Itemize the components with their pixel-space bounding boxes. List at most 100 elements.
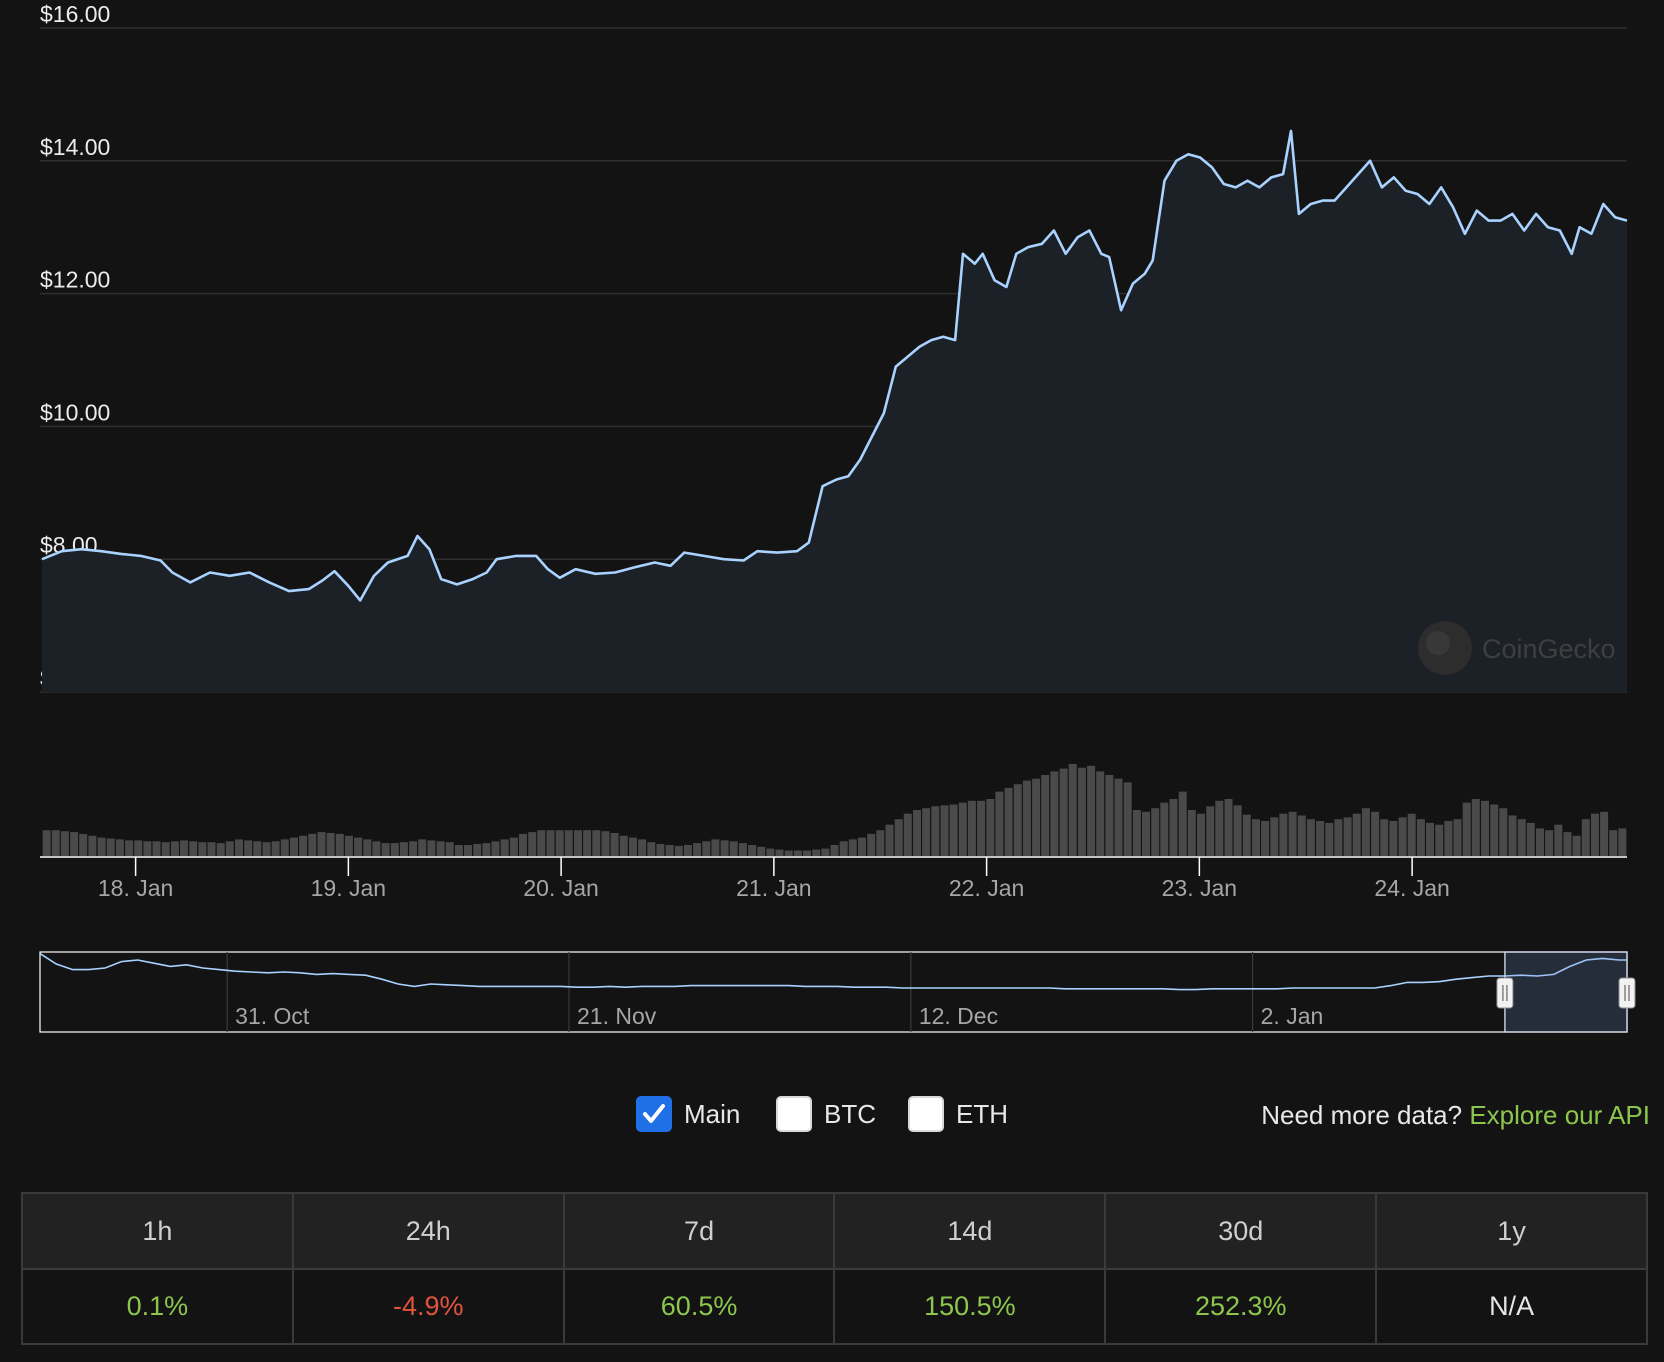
volume-bar	[683, 845, 692, 856]
eth-checkbox-box[interactable]	[908, 1096, 944, 1132]
price-chart[interactable]: $16.00$14.00$12.00$10.00$8.00$6.00 CoinG…	[0, 0, 1664, 1080]
volume-bar	[619, 835, 628, 856]
volume-bar	[1371, 811, 1380, 856]
volume-bar	[88, 835, 97, 856]
explore-api-link[interactable]: Explore our API	[1469, 1100, 1650, 1130]
volume-bar	[1306, 819, 1315, 856]
x-tick-label: 22. Jan	[949, 875, 1024, 901]
volume-bar	[372, 841, 381, 856]
volume-bar	[784, 850, 793, 856]
volume-bar	[1142, 811, 1150, 856]
main-checkbox-box[interactable]	[636, 1096, 672, 1132]
volume-bar	[803, 850, 811, 856]
volume-bar	[1224, 799, 1233, 856]
price-area-fill	[42, 130, 1627, 692]
volume-bar	[1105, 775, 1114, 856]
header-1h: 1h	[21, 1192, 294, 1270]
volume-bar	[1453, 819, 1462, 856]
navigator-window[interactable]	[1504, 951, 1628, 1033]
volume-bar	[436, 841, 445, 856]
volume-bar	[344, 835, 353, 856]
navigator-handle-left[interactable]	[1496, 977, 1514, 1009]
volume-bar	[876, 830, 885, 856]
header-14d: 14d	[833, 1192, 1107, 1270]
volume-bar	[1380, 819, 1389, 856]
y-tick-label: $10.00	[40, 399, 110, 425]
volume-bar	[409, 841, 418, 856]
volume-bar	[161, 842, 170, 856]
volume-bar	[225, 841, 234, 856]
main-checkbox[interactable]: Main	[636, 1096, 740, 1132]
volume-bar	[354, 837, 363, 856]
volume-bar	[326, 833, 335, 856]
volume-bar	[674, 845, 683, 856]
volume-bar	[1334, 819, 1343, 856]
volume-bar	[1490, 804, 1499, 856]
volume-bar	[693, 843, 702, 856]
volume-bar	[1160, 802, 1169, 856]
navigator[interactable]: 31. Oct 21. Nov 12. Dec 2. Jan	[39, 951, 1636, 1033]
volume-bar	[42, 830, 51, 856]
x-tick-label: 24. Jan	[1374, 875, 1449, 901]
volume-bar	[546, 830, 555, 856]
volume-bar	[1096, 771, 1105, 856]
eth-checkbox[interactable]: ETH	[908, 1096, 1008, 1132]
volume-bar	[702, 841, 711, 856]
volume-bar	[115, 839, 124, 856]
volume-bar	[1206, 806, 1215, 856]
volume-bar	[1416, 819, 1425, 856]
volume-bar	[308, 833, 317, 856]
volume-bar	[152, 841, 161, 856]
volume-bar	[537, 830, 546, 856]
eth-checkbox-label: ETH	[956, 1098, 1008, 1129]
volume-bar	[1123, 782, 1132, 856]
volume-bar	[995, 791, 1004, 856]
volume-bar	[894, 819, 903, 856]
volume-bar	[1270, 817, 1279, 856]
volume-bar	[949, 804, 958, 856]
volume-bar	[757, 846, 766, 856]
navigator-handle-right[interactable]	[1618, 977, 1636, 1009]
volume-bar	[967, 800, 976, 856]
volume-bar	[1325, 822, 1334, 856]
header-24h: 24h	[291, 1192, 565, 1270]
volume-bar	[729, 841, 738, 856]
volume-bar	[491, 841, 500, 856]
volume-bar	[170, 841, 179, 856]
volume-bar	[555, 830, 564, 856]
volume-bar	[858, 837, 866, 856]
volume-bar	[1169, 799, 1178, 856]
btc-checkbox[interactable]: BTC	[776, 1096, 876, 1132]
volume-bar	[1215, 800, 1224, 856]
volume-bar	[1471, 799, 1480, 856]
volume-bar	[766, 848, 775, 856]
volume-bar	[216, 843, 225, 856]
volume-bar	[1361, 808, 1370, 856]
volume-bar	[125, 840, 134, 856]
volume-bar	[1572, 835, 1581, 856]
volume-bar	[1343, 817, 1352, 856]
navigator-label: 21. Nov	[577, 1003, 657, 1029]
value-14d: 150.5%	[833, 1268, 1107, 1345]
volume-bar	[977, 800, 986, 856]
volume-bar	[418, 839, 427, 856]
volume-bar	[528, 832, 537, 856]
volume-bar	[940, 805, 949, 856]
price-change-table: 1h 24h 7d 14d 30d 1y 0.1% -4.9% 60.5% 15…	[21, 1192, 1648, 1345]
volume-bar	[1233, 805, 1242, 856]
value-1y: N/A	[1375, 1268, 1648, 1345]
volume-bar	[1407, 813, 1416, 856]
volume-bar	[1004, 787, 1013, 856]
btc-checkbox-box[interactable]	[776, 1096, 812, 1132]
volume-bar	[399, 842, 408, 856]
checkmark-icon	[643, 1104, 665, 1123]
navigator-label: 2. Jan	[1261, 1003, 1324, 1029]
volume-bar	[1187, 810, 1196, 856]
volume-bar	[317, 832, 326, 856]
volume-bar	[1087, 765, 1096, 856]
volume-bar	[922, 808, 931, 856]
volume-bar	[299, 835, 308, 856]
volume-bar	[198, 842, 207, 856]
volume-bar	[1554, 824, 1563, 856]
navigator-label: 31. Oct	[235, 1003, 310, 1029]
